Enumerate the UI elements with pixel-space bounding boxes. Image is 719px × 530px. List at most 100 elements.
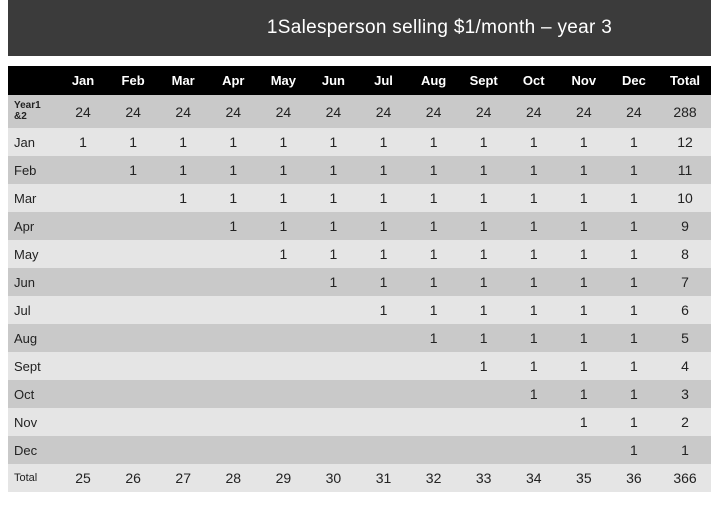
cell-value bbox=[308, 352, 358, 380]
cell-value: 1 bbox=[509, 128, 559, 156]
cell-value bbox=[409, 436, 459, 464]
cell-value: 1 bbox=[459, 240, 509, 268]
cell-value bbox=[158, 324, 208, 352]
cell-value: 1 bbox=[308, 212, 358, 240]
cell-value bbox=[208, 296, 258, 324]
cell-value: 4 bbox=[659, 352, 711, 380]
cell-value bbox=[58, 212, 108, 240]
cell-value: 1 bbox=[559, 240, 609, 268]
cell-value bbox=[409, 380, 459, 408]
cell-value bbox=[58, 156, 108, 184]
cell-value: 1 bbox=[509, 268, 559, 296]
cell-value bbox=[258, 268, 308, 296]
cell-value: 1 bbox=[559, 352, 609, 380]
cell-value bbox=[258, 380, 308, 408]
cell-value: 11 bbox=[659, 156, 711, 184]
cell-value bbox=[409, 408, 459, 436]
cell-value bbox=[58, 436, 108, 464]
cell-value: 33 bbox=[459, 464, 509, 492]
cell-value bbox=[158, 380, 208, 408]
cell-value bbox=[208, 240, 258, 268]
col-header-rowlabel bbox=[8, 66, 58, 95]
cell-value: 1 bbox=[609, 380, 659, 408]
cell-value: 1 bbox=[358, 128, 408, 156]
cell-value bbox=[208, 436, 258, 464]
cell-value bbox=[108, 240, 158, 268]
row-label: Dec bbox=[8, 436, 58, 464]
cell-value: 24 bbox=[108, 95, 158, 128]
cell-value: 1 bbox=[559, 212, 609, 240]
cell-value bbox=[58, 408, 108, 436]
cell-value: 1 bbox=[459, 156, 509, 184]
cell-value bbox=[559, 436, 609, 464]
cell-value: 24 bbox=[559, 95, 609, 128]
cell-value: 1 bbox=[609, 436, 659, 464]
cell-value bbox=[358, 352, 408, 380]
row-label: Apr bbox=[8, 212, 58, 240]
cell-value: 1 bbox=[258, 128, 308, 156]
cell-value bbox=[409, 352, 459, 380]
cell-value bbox=[258, 436, 308, 464]
cell-value: 1 bbox=[559, 408, 609, 436]
row-label: Aug bbox=[8, 324, 58, 352]
col-header-aug: Aug bbox=[409, 66, 459, 95]
cell-value: 2 bbox=[659, 408, 711, 436]
row-label: Year1 &2 bbox=[8, 95, 58, 128]
cell-value bbox=[358, 380, 408, 408]
cell-value bbox=[108, 380, 158, 408]
cell-value bbox=[108, 436, 158, 464]
cell-value: 1 bbox=[208, 128, 258, 156]
cell-value: 366 bbox=[659, 464, 711, 492]
cell-value: 24 bbox=[258, 95, 308, 128]
cell-value bbox=[58, 296, 108, 324]
cell-value bbox=[208, 268, 258, 296]
cell-value: 1 bbox=[609, 212, 659, 240]
cell-value: 5 bbox=[659, 324, 711, 352]
cell-value bbox=[58, 352, 108, 380]
cell-value bbox=[108, 212, 158, 240]
cell-value bbox=[258, 324, 308, 352]
cell-value: 1 bbox=[509, 296, 559, 324]
cell-value bbox=[308, 380, 358, 408]
cell-value: 1 bbox=[358, 184, 408, 212]
cell-value bbox=[258, 296, 308, 324]
cell-value bbox=[58, 240, 108, 268]
title-bar: 1Salesperson selling $1/month – year 3 bbox=[8, 0, 711, 56]
cell-value: 1 bbox=[559, 184, 609, 212]
cell-value: 1 bbox=[509, 240, 559, 268]
table-row: Aug111115 bbox=[8, 324, 711, 352]
cell-value: 25 bbox=[58, 464, 108, 492]
cell-value: 1 bbox=[58, 128, 108, 156]
cell-value: 1 bbox=[409, 184, 459, 212]
cell-value: 1 bbox=[409, 240, 459, 268]
cell-value: 1 bbox=[609, 352, 659, 380]
cell-value bbox=[308, 296, 358, 324]
cell-value bbox=[108, 296, 158, 324]
cell-value: 1 bbox=[509, 212, 559, 240]
cell-value bbox=[58, 380, 108, 408]
cell-value: 1 bbox=[609, 324, 659, 352]
page-wrap: 1Salesperson selling $1/month – year 3 J… bbox=[0, 0, 719, 500]
cell-value: 1 bbox=[158, 156, 208, 184]
cell-value: 30 bbox=[308, 464, 358, 492]
cell-value: 1 bbox=[509, 380, 559, 408]
cell-value: 24 bbox=[409, 95, 459, 128]
cell-value: 24 bbox=[459, 95, 509, 128]
cell-value bbox=[459, 380, 509, 408]
cell-value: 1 bbox=[659, 436, 711, 464]
col-header-mar: Mar bbox=[158, 66, 208, 95]
cell-value bbox=[158, 436, 208, 464]
page-title: 1Salesperson selling $1/month – year 3 bbox=[267, 17, 612, 39]
col-header-jun: Jun bbox=[308, 66, 358, 95]
table-row: Mar111111111110 bbox=[8, 184, 711, 212]
row-label: May bbox=[8, 240, 58, 268]
cell-value: 1 bbox=[609, 240, 659, 268]
cell-value: 24 bbox=[358, 95, 408, 128]
cell-value bbox=[158, 240, 208, 268]
cell-value bbox=[208, 408, 258, 436]
cell-value: 1 bbox=[459, 324, 509, 352]
cell-value: 1 bbox=[258, 240, 308, 268]
cell-value bbox=[108, 184, 158, 212]
cell-value: 1 bbox=[459, 296, 509, 324]
cell-value: 24 bbox=[308, 95, 358, 128]
